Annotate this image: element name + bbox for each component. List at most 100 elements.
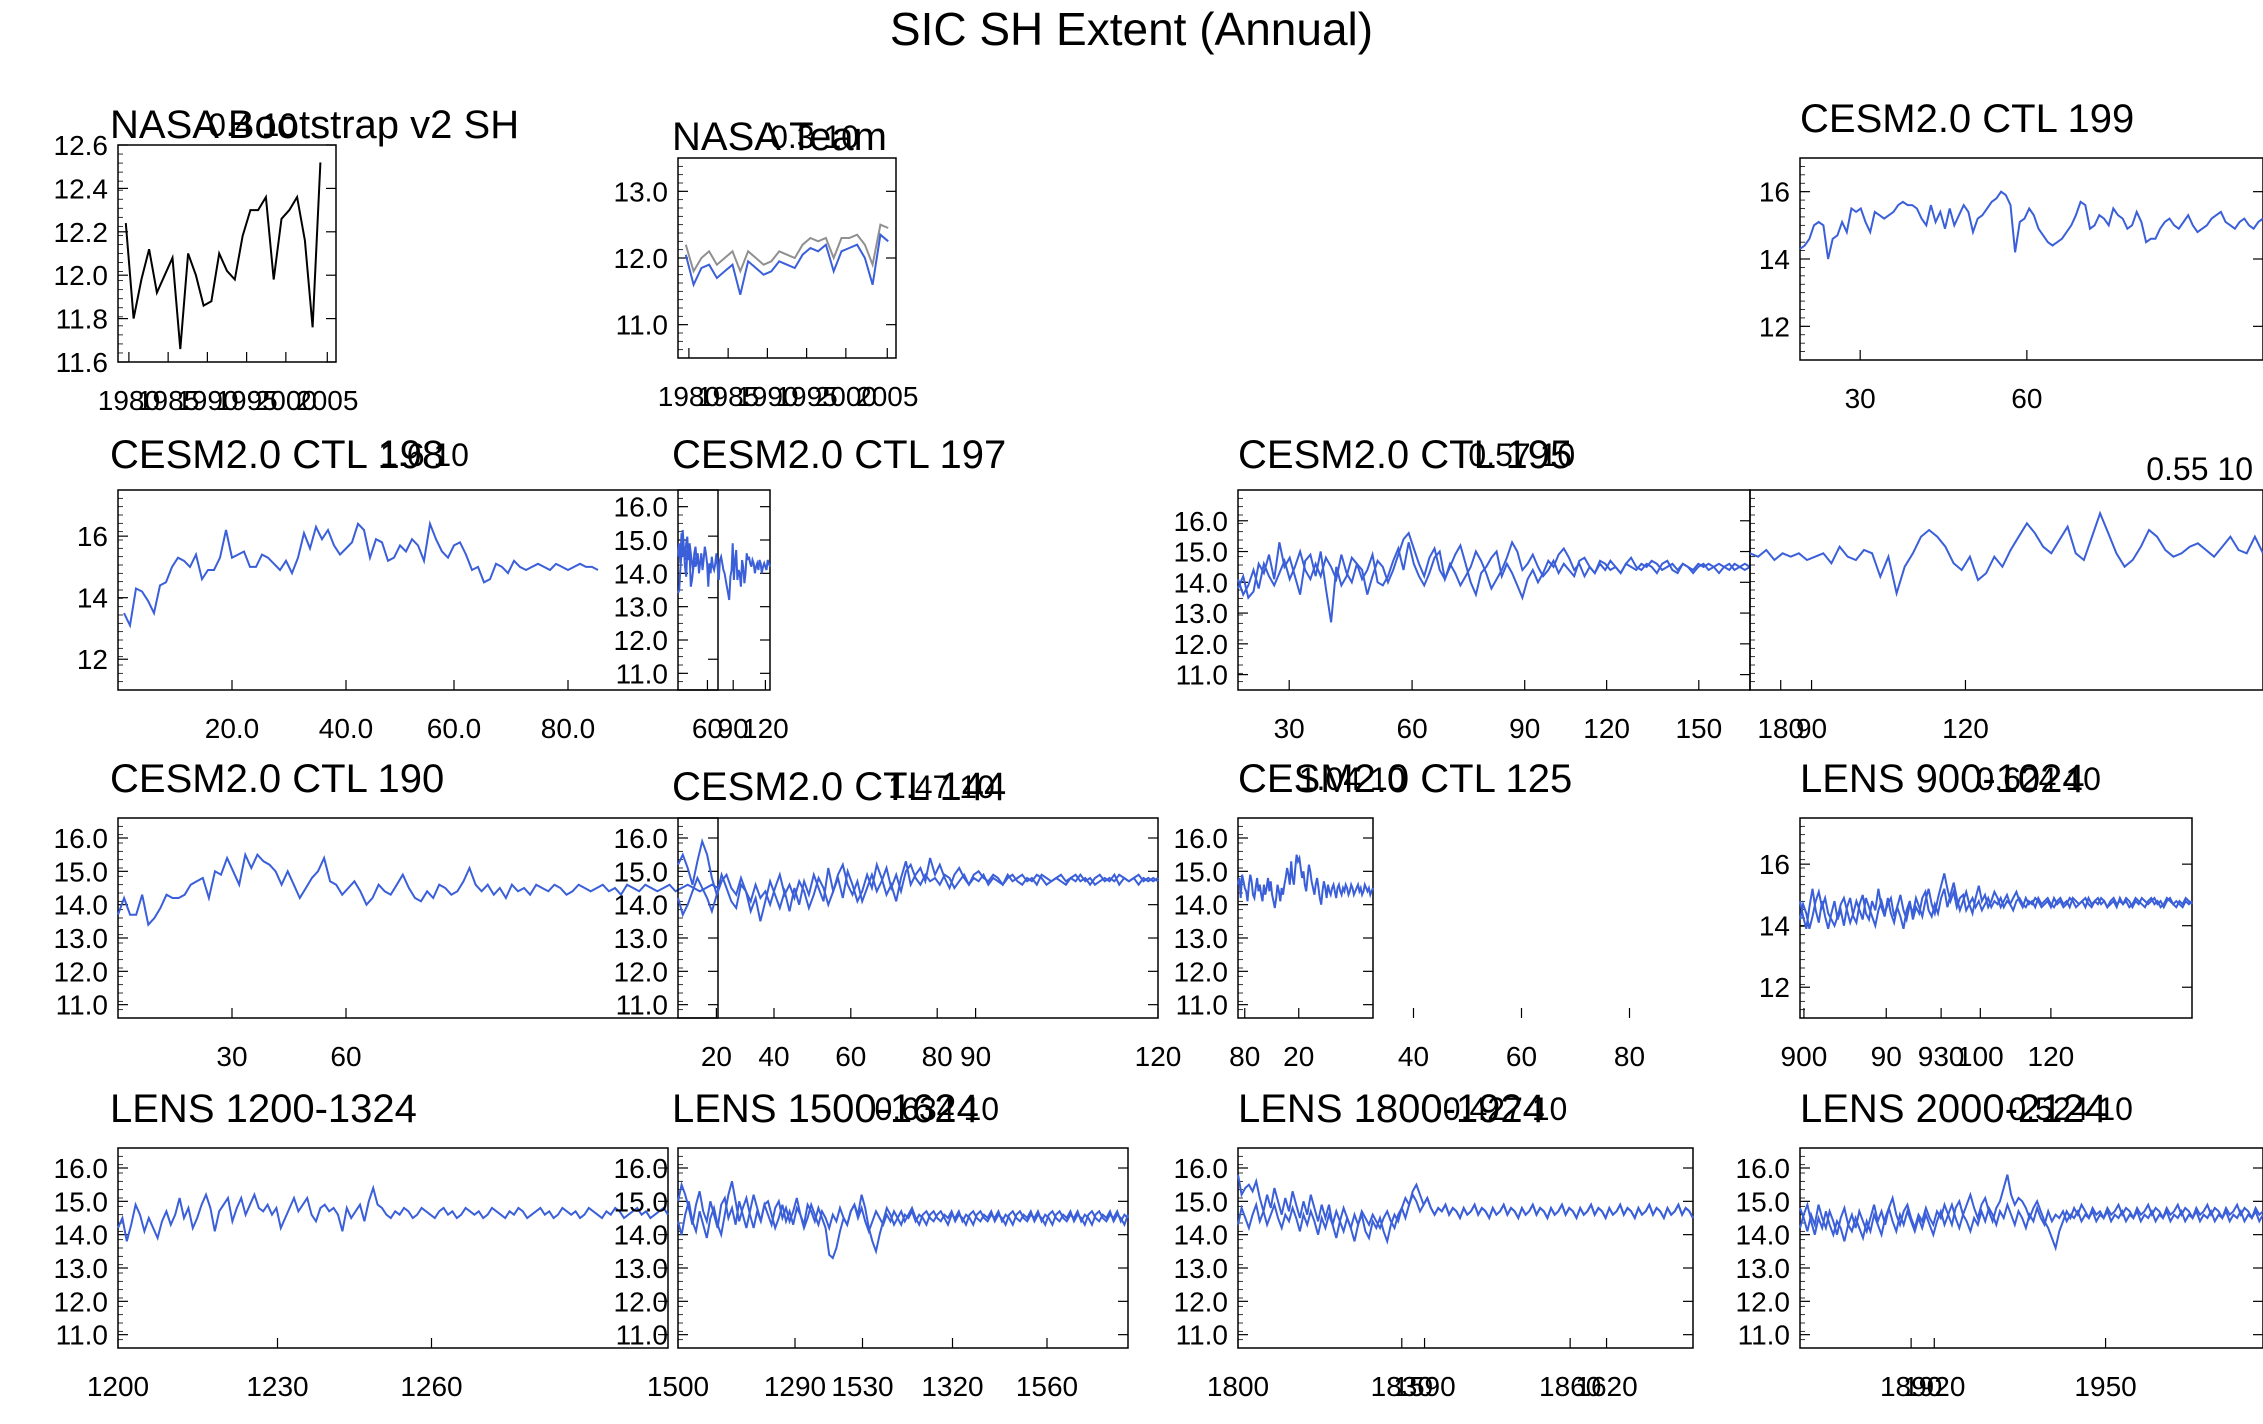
x-tick-label: 60 [1506, 1041, 1537, 1072]
y-tick-label: 11.0 [1738, 1320, 1790, 1351]
y-tick-label: 14.0 [614, 558, 669, 589]
panel-title: CESM2.0 CTL 125 [1238, 757, 1572, 801]
panel-frame [1799, 157, 2263, 361]
y-tick-label: 14.0 [54, 1220, 109, 1251]
scale-note: 0.4 10 [208, 107, 297, 143]
x-tick-label: 80 [922, 1041, 953, 1072]
x-tick-label: 120 [1135, 1041, 1182, 1072]
y-tick-label: 15.0 [614, 1186, 669, 1217]
y-tick-label: 15.0 [1174, 1186, 1229, 1217]
x-tick-label: 100 [1957, 1041, 2004, 1072]
y-tick-label: 13.0 [614, 176, 669, 207]
y-tick-label: 13.0 [1174, 598, 1229, 629]
x-tick-label: 1985 [697, 381, 759, 412]
y-tick-label: 15.0 [1174, 856, 1229, 887]
y-tick-label: 14.0 [614, 890, 669, 921]
x-tick-label: 2000 [815, 381, 877, 412]
scale-note: 0.57 10 [1468, 437, 1575, 473]
y-tick-label: 14.0 [54, 890, 109, 921]
y-tick-label: 16.0 [614, 1153, 669, 1184]
panel-title: CESM2.0 CTL 190 [110, 757, 444, 801]
scale-note: 0.524 10 [2008, 1091, 2133, 1127]
y-tick-label: 16.0 [1174, 1153, 1229, 1184]
series-line-1 [1799, 190, 2263, 260]
x-tick-label: 80.0 [541, 713, 596, 744]
x-tick-label: 20.0 [205, 713, 260, 744]
y-tick-label: 13.0 [614, 1253, 669, 1284]
panel-frame [677, 1147, 1129, 1349]
figure-title: SIC SH Extent (Annual) [889, 3, 1374, 55]
y-tick-label: 13.0 [54, 1253, 109, 1284]
x-tick-label: 150 [1675, 713, 1722, 744]
y-tick-label: 15.0 [614, 856, 669, 887]
panel-frame [677, 817, 1159, 1019]
panel-frame [1237, 489, 1751, 691]
panel-title: LENS 1800-1924 [1238, 1087, 1545, 1131]
x-tick-label: 1920 [1903, 1371, 1965, 1402]
x-tick-label: 930 [1918, 1041, 1965, 1072]
panel-title: NASA Team [672, 115, 887, 159]
y-tick-label: 12.0 [614, 1286, 669, 1317]
x-tick-label: 1995 [215, 385, 277, 416]
y-tick-label: 16.0 [1736, 1153, 1791, 1184]
y-tick-label: 11.0 [1176, 1320, 1228, 1351]
x-tick-label: 30 [1845, 383, 1876, 414]
scale-note: 0.55 10 [2146, 451, 2253, 487]
x-tick-label: 60 [1397, 713, 1428, 744]
scale-note: 0.634 10 [875, 1091, 1000, 1127]
y-tick-label: 11.0 [616, 990, 668, 1021]
panel-4: 12 14 16 20.0 40.0 60.0 80.0 CESM2.0 CTL 1981.6… [77, 433, 719, 744]
y-tick-label: 14.0 [1174, 1220, 1229, 1251]
x-tick-label: 1980 [658, 381, 720, 412]
series-line-1 [1799, 1174, 2263, 1252]
y-tick-label: 11.0 [616, 1320, 668, 1351]
x-tick-label: 1560 [1016, 1371, 1078, 1402]
x-tick-label: 120 [1583, 713, 1630, 744]
scale-note: 1.04 10 [1299, 761, 1406, 797]
x-tick-label: 1620 [1575, 1371, 1637, 1402]
y-tick-label: 11.0 [56, 1320, 108, 1351]
x-tick-label: 60 [835, 1041, 866, 1072]
x-tick-label: 2005 [856, 381, 918, 412]
y-tick-label: 14 [1759, 911, 1790, 942]
y-tick-label: 12.0 [1174, 1286, 1229, 1317]
x-tick-label: 120 [1942, 713, 1989, 744]
y-tick-label: 14 [1759, 244, 1790, 275]
series-line-2 [677, 861, 1159, 918]
panel-frame [677, 489, 771, 691]
series-line-2 [1237, 1182, 1694, 1245]
panel-14: 11.012.013.014.015.016.0 1800 1830 1860 1590… [1174, 1087, 1694, 1402]
series-line-2 [677, 533, 698, 577]
x-tick-label: 90 [718, 713, 749, 744]
x-tick-label: 1890 [1880, 1371, 1942, 1402]
panel-3: 12 14 16 30 60 CESM2.0 CTL 199 [1759, 97, 2263, 414]
series-line-1 [123, 520, 599, 629]
x-tick-label: 1995 [775, 381, 837, 412]
y-tick-label: 12 [1759, 311, 1790, 342]
y-tick-label: 12.0 [1174, 629, 1229, 660]
series-line-2 [684, 232, 889, 295]
y-tick-label: 11.6 [56, 347, 108, 378]
x-tick-label: 90 [960, 1041, 991, 1072]
panel-9: 11.012.013.014.015.016.0 20 40 60 80 90 120 CES… [614, 765, 1182, 1072]
y-tick-label: 11.0 [616, 310, 668, 341]
x-tick-label: 90 [1871, 1041, 1902, 1072]
y-tick-label: 12.0 [1736, 1286, 1791, 1317]
scale-note: 0.427 10 [1443, 1091, 1568, 1127]
x-tick-label: 120 [742, 713, 789, 744]
panel-title: LENS 900-1024 [1800, 757, 2085, 801]
y-tick-label: 16 [1759, 849, 1790, 880]
x-tick-label: 20 [701, 1041, 732, 1072]
y-tick-label: 13.0 [1174, 1253, 1229, 1284]
x-tick-label: 1320 [921, 1371, 983, 1402]
y-tick-label: 15.0 [1736, 1186, 1791, 1217]
y-tick-label: 16 [1759, 177, 1790, 208]
panel-frame [1799, 817, 2193, 1019]
x-tick-label: 900 [1781, 1041, 1828, 1072]
x-tick-label: 1590 [1393, 1371, 1455, 1402]
y-tick-label: 11.8 [56, 304, 108, 335]
